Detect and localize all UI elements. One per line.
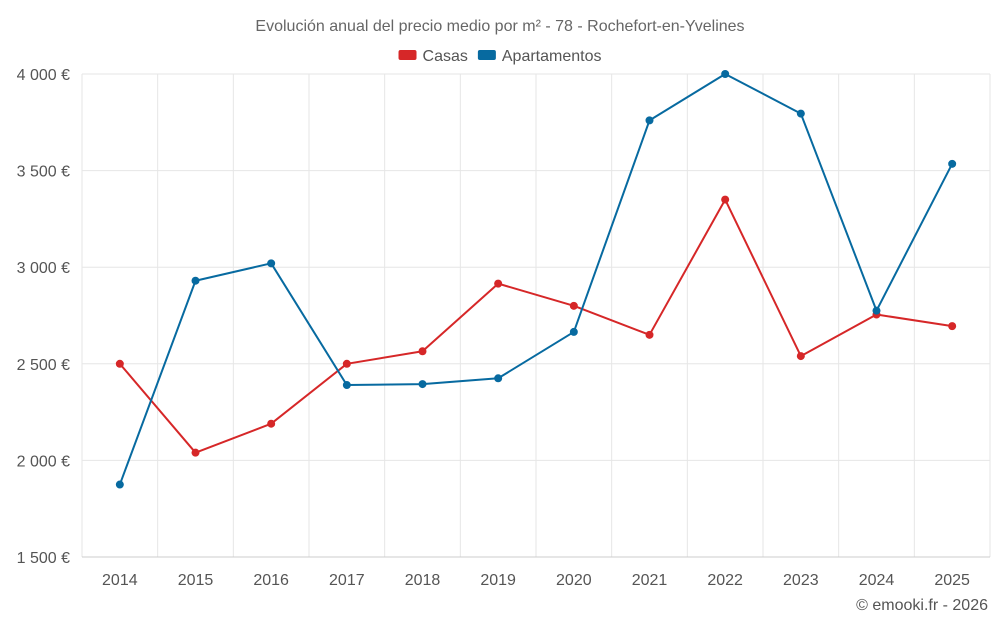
data-point-apartamentos[interactable] <box>721 70 730 78</box>
x-tick-label: 2014 <box>102 572 138 589</box>
chart-title: Evolución anual del precio medio por m² … <box>255 18 744 35</box>
data-point-apartamentos[interactable] <box>796 109 805 118</box>
legend-swatch-apartamentos <box>477 50 496 60</box>
x-tick-label: 2021 <box>632 572 668 589</box>
grid <box>81 73 991 558</box>
data-point-casas[interactable] <box>494 279 503 288</box>
data-point-casas[interactable] <box>191 448 200 457</box>
legend-item-casas[interactable]: Casas <box>398 48 468 65</box>
x-tick-label: 2017 <box>329 572 365 589</box>
data-point-apartamentos[interactable] <box>494 374 503 383</box>
y-tick-label: 1 500 € <box>17 550 70 567</box>
legend-label-casas: Casas <box>423 48 468 65</box>
data-point-casas[interactable] <box>645 330 654 339</box>
data-point-apartamentos[interactable] <box>645 116 654 125</box>
x-tick-label: 2023 <box>783 572 819 589</box>
data-point-casas[interactable] <box>115 359 124 368</box>
legend: Casas Apartamentos <box>398 48 602 65</box>
x-axis: 2014 2015 2016 2017 2018 2019 2020 2021 2022 2023… <box>102 572 970 589</box>
data-point-casas[interactable] <box>569 301 578 310</box>
data-point-apartamentos[interactable] <box>418 380 427 389</box>
y-tick-label: 4 000 € <box>17 67 70 84</box>
data-point-apartamentos[interactable] <box>948 159 957 168</box>
y-axis: 1 500 € 2 000 € 2 500 € 3 000 € 3 500 € 4 000… <box>17 67 70 567</box>
x-tick-label: 2015 <box>178 572 214 589</box>
y-tick-label: 3 500 € <box>17 164 70 181</box>
legend-item-apartamentos[interactable]: Apartamentos <box>477 48 602 65</box>
y-tick-label: 3 000 € <box>17 260 70 277</box>
data-point-apartamentos[interactable] <box>115 480 124 489</box>
data-point-casas[interactable] <box>342 359 351 368</box>
data-point-casas[interactable] <box>267 419 276 428</box>
legend-label-apartamentos: Apartamentos <box>502 48 602 65</box>
series-line-apartamentos <box>118 73 954 485</box>
x-tick-label: 2024 <box>859 572 895 589</box>
data-point-apartamentos[interactable] <box>342 381 351 390</box>
series-group <box>115 70 957 489</box>
x-tick-label: 2025 <box>934 572 970 589</box>
y-tick-label: 2 500 € <box>17 357 70 374</box>
x-tick-label: 2019 <box>480 572 516 589</box>
x-tick-label: 2020 <box>556 572 592 589</box>
series-line-casas <box>119 198 953 454</box>
data-point-apartamentos[interactable] <box>569 327 578 336</box>
legend-swatch-casas <box>398 50 417 60</box>
data-point-apartamentos[interactable] <box>872 306 881 315</box>
credit-text: © emooki.fr - 2026 <box>856 597 988 614</box>
y-tick-label: 2 000 € <box>17 453 70 470</box>
x-tick-label: 2018 <box>405 572 441 589</box>
data-point-casas[interactable] <box>418 347 427 356</box>
data-point-casas[interactable] <box>796 352 805 361</box>
data-point-casas[interactable] <box>721 195 730 204</box>
x-tick-label: 2022 <box>707 572 743 589</box>
x-tick-label: 2016 <box>253 572 289 589</box>
data-point-apartamentos[interactable] <box>267 259 276 268</box>
data-point-casas[interactable] <box>948 322 957 331</box>
data-point-apartamentos[interactable] <box>191 276 200 285</box>
